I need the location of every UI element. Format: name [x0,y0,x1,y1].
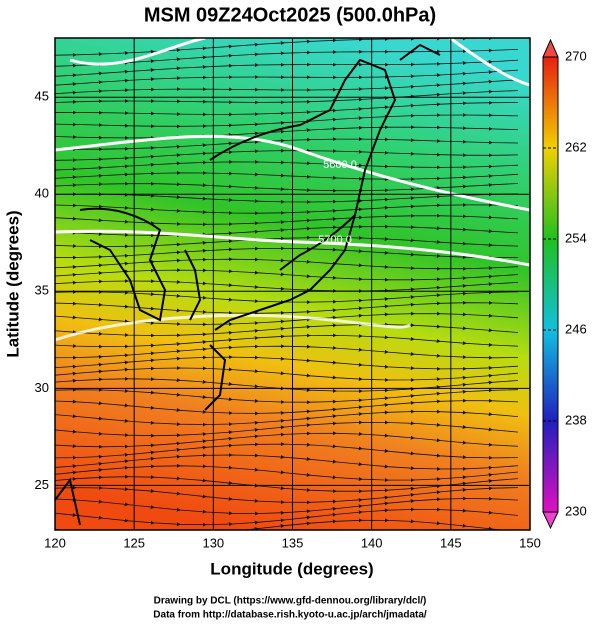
x-axis-label: Longitude (degrees) [210,559,373,578]
y-tick-label: 40 [35,186,49,201]
streamline [55,518,506,530]
x-tick-label: 145 [440,535,462,550]
y-axis-label: Latitude (degrees) [3,210,22,357]
y-tick-label: 25 [35,477,49,492]
x-tick-label: 150 [519,535,541,550]
streamline [55,159,519,172]
axes: 120 125 130 135 140 145 150 25 30 35 40 45 [35,89,541,551]
x-tick-label: 130 [202,535,224,550]
streamline [55,213,519,227]
footer-line: Data from http://database.rish.kyoto-u.a… [153,610,427,621]
colorbar-tick-label: 262 [565,139,587,154]
colorbar-top-arrow [542,38,559,58]
y-tick-label: 30 [35,380,49,395]
colorbar-tick-label: 246 [565,321,587,336]
x-tick-label: 120 [44,535,66,550]
colorbar-tick-label: 230 [565,503,587,518]
streamline [55,148,519,163]
colorbar-tick-label: 270 [565,48,587,63]
streamline [55,202,519,216]
streamline [55,246,519,260]
streamline [55,311,519,327]
x-tick-label: 135 [282,535,304,550]
plot-frame [54,37,531,531]
coastlines [55,43,441,526]
colorbar-ticks: 230 238 246 254 262 270 [543,48,587,518]
streamline [55,235,519,249]
x-tick-label: 125 [123,535,145,550]
y-tick-label: 35 [35,283,49,298]
contour-label: 5600.0 [323,159,357,171]
streamlines [55,38,519,530]
colorbar-tick-label: 238 [565,412,587,427]
y-tick-label: 45 [35,89,49,104]
streamline [55,224,519,238]
streamline [55,181,519,193]
streamline [55,279,519,294]
colorbar-tick-label: 254 [565,230,587,245]
streamline [55,170,519,182]
colorbar [542,56,559,513]
colorbar-bottom-arrow [542,511,559,530]
footer-line: Drawing by DCL (https://www.gfd-dennou.o… [154,596,427,607]
streamline [55,192,519,205]
x-tick-label: 140 [361,535,383,550]
map-title: MSM 09Z24Oct2025 (500.0hPa) [144,4,436,26]
contour-label: 5700.0 [318,234,352,246]
